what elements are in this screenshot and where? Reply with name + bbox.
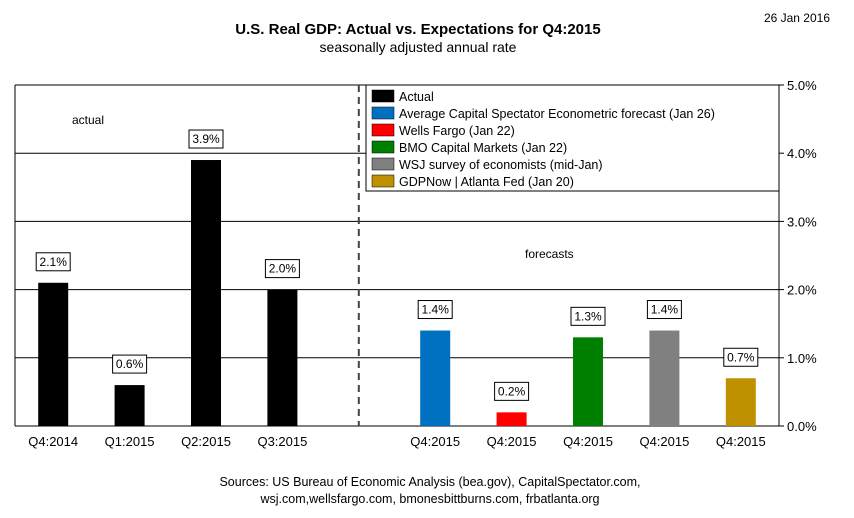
- data-label: 0.2%: [498, 384, 526, 398]
- data-label: 1.4%: [651, 303, 679, 317]
- data-label-box: [723, 347, 759, 367]
- x-tick-label: Q4:2015: [563, 434, 613, 449]
- bar: [649, 330, 680, 426]
- legend-swatch: [371, 106, 395, 120]
- y-tick-label: 0.0%: [787, 419, 817, 434]
- legend-label: BMO Capital Markets (Jan 22): [399, 141, 567, 155]
- data-label: 1.3%: [574, 309, 602, 323]
- data-label-box: [646, 300, 682, 320]
- legend-box: [365, 84, 780, 192]
- data-label: 2.1%: [40, 255, 68, 269]
- legend-label: GDPNow | Atlanta Fed (Jan 20): [399, 175, 574, 189]
- legend-swatch: [371, 123, 395, 137]
- y-tick-label: 3.0%: [787, 214, 817, 229]
- data-label: 3.9%: [192, 132, 220, 146]
- legend-label: Wells Fargo (Jan 22): [399, 124, 515, 138]
- data-label: 0.6%: [116, 357, 144, 371]
- data-label-box: [417, 300, 453, 320]
- y-tick-label: 1.0%: [787, 351, 817, 366]
- legend-label: Average Capital Spectator Econometric fo…: [399, 107, 715, 121]
- legend: Actual Average Capital Spectator Economet…: [365, 84, 780, 192]
- y-tick-label: 2.0%: [787, 283, 817, 298]
- legend-swatch: [371, 174, 395, 188]
- bar: [114, 385, 145, 426]
- data-label: 1.4%: [422, 303, 450, 317]
- data-label-box: [494, 381, 530, 401]
- x-tick-label: Q4:2015: [487, 434, 537, 449]
- bar: [191, 160, 221, 426]
- sources-line-2: wsj.com,wellsfargo.com, bmonesbittburns.…: [259, 492, 599, 506]
- legend-label: WSJ survey of economists (mid-Jan): [399, 158, 603, 172]
- data-label-box: [570, 306, 606, 326]
- sources-line-1: Sources: US Bureau of Economic Analysis …: [219, 475, 640, 489]
- data-label-box: [188, 129, 224, 149]
- data-label-box: [264, 259, 300, 279]
- bar: [725, 378, 756, 426]
- x-tick-label: Q4:2014: [28, 434, 78, 449]
- x-tick-label: Q4:2015: [639, 434, 689, 449]
- bar: [420, 330, 451, 426]
- bar: [267, 289, 298, 426]
- y-tick-label: 5.0%: [787, 78, 817, 93]
- legend-swatch: [371, 157, 395, 171]
- x-tick-label: Q2:2015: [181, 434, 231, 449]
- bar: [496, 412, 527, 426]
- annotation-forecasts: forecasts: [525, 247, 574, 261]
- data-label-box: [35, 252, 71, 272]
- x-tick-label: Q1:2015: [105, 434, 155, 449]
- x-tick-label: Q4:2015: [410, 434, 460, 449]
- bar: [573, 337, 603, 426]
- annotation-actual: actual: [72, 113, 104, 127]
- data-label: 2.0%: [269, 262, 297, 276]
- plot-area: 0.0% 1.0% 2.0% 3.0% 4.0% 5.0% 2.1% Q4:2014 0.6% Q…: [14, 78, 817, 449]
- x-tick-label: Q3:2015: [257, 434, 307, 449]
- legend-label: Actual: [399, 90, 434, 104]
- chart-title: U.S. Real GDP: Actual vs. Expectations f…: [235, 21, 600, 38]
- x-tick-label: Q4:2015: [716, 434, 766, 449]
- legend-swatch: [371, 140, 395, 154]
- data-label: 0.7%: [727, 350, 755, 364]
- y-tick-label: 4.0%: [787, 146, 817, 161]
- data-label-box: [112, 354, 148, 374]
- legend-swatch: [371, 89, 395, 103]
- chart-subtitle: seasonally adjusted annual rate: [320, 39, 517, 55]
- bar: [38, 282, 69, 426]
- chart-date: 26 Jan 2016: [764, 11, 830, 25]
